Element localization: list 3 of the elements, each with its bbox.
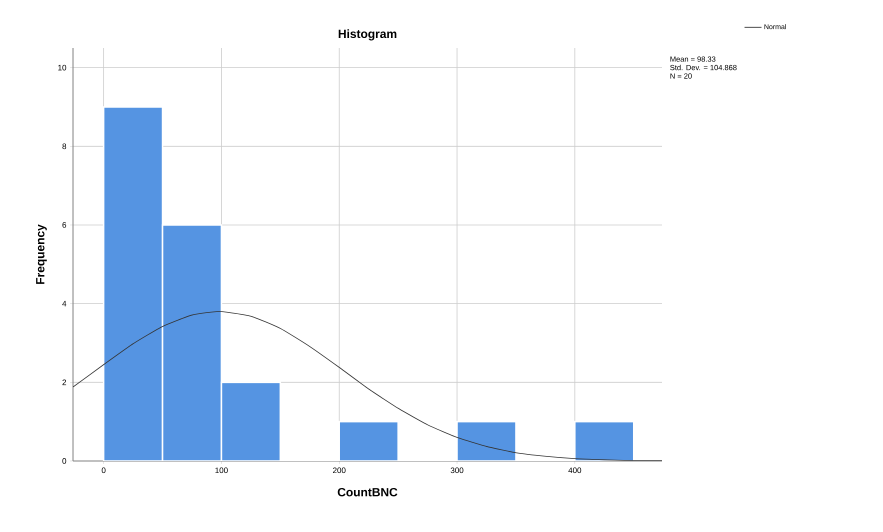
- x-axis-title: CountBNC: [338, 488, 398, 496]
- y-axis-title: Frequency: [36, 224, 47, 284]
- chart-title: Histogram: [338, 29, 396, 40]
